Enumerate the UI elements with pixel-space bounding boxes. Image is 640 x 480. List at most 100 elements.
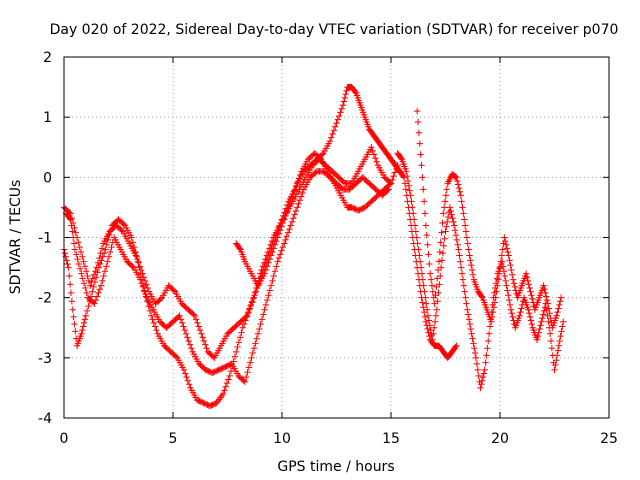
y-axis-title: SDTVAR / TECUs <box>8 180 24 295</box>
data-point <box>439 249 447 257</box>
data-point <box>506 257 513 264</box>
data-point <box>184 334 191 341</box>
data-point <box>434 266 442 274</box>
data-point <box>411 222 419 229</box>
data-point <box>61 249 69 257</box>
data-point <box>440 242 447 250</box>
data-point <box>457 258 464 265</box>
data-point <box>461 216 468 223</box>
data-point <box>478 377 486 384</box>
data-point <box>176 312 183 319</box>
data-point <box>233 348 240 356</box>
data-point <box>506 301 514 309</box>
data-point <box>448 211 455 218</box>
data-point <box>75 260 83 268</box>
data-point <box>540 282 547 289</box>
data-point <box>425 251 432 258</box>
data-point <box>128 234 135 241</box>
data-point <box>239 324 246 331</box>
data-point <box>501 272 508 280</box>
data-point <box>451 222 458 229</box>
data-point <box>95 289 102 297</box>
data-point <box>203 345 210 352</box>
data-point <box>170 287 178 294</box>
data-point <box>452 173 459 180</box>
data-point <box>466 320 474 328</box>
data-point <box>438 257 446 264</box>
x-tick-label: 25 <box>600 431 618 447</box>
data-point <box>441 235 448 242</box>
data-point <box>407 192 414 199</box>
data-point <box>191 312 198 319</box>
data-point <box>456 252 463 259</box>
data-point <box>436 248 444 256</box>
data-point <box>431 300 438 307</box>
data-point <box>85 302 92 310</box>
data-point <box>553 352 561 359</box>
data-point <box>72 229 79 236</box>
data-point <box>80 280 88 287</box>
y-tick-label: -2 <box>38 291 52 307</box>
data-point <box>254 330 262 337</box>
data-point <box>219 390 227 398</box>
data-point <box>92 296 100 304</box>
data-point <box>283 233 290 240</box>
data-point <box>84 272 91 280</box>
data-point <box>504 287 511 294</box>
x-tick-label: 0 <box>60 431 69 447</box>
data-point <box>468 261 475 269</box>
data-point <box>460 282 468 289</box>
data-point <box>151 323 159 330</box>
data-point <box>299 189 306 197</box>
data-point <box>82 312 89 319</box>
data-point <box>223 379 231 387</box>
data-point <box>507 306 515 313</box>
data-point <box>409 204 416 211</box>
data-point <box>280 240 288 247</box>
data-point <box>282 212 289 220</box>
data-point <box>101 267 109 275</box>
data-point <box>490 304 498 311</box>
data-point <box>138 280 145 287</box>
data-point <box>93 293 101 300</box>
data-point <box>89 275 96 282</box>
data-point <box>482 359 489 366</box>
data-point <box>269 277 276 285</box>
data-point <box>69 219 77 227</box>
data-point <box>498 252 505 259</box>
data-point <box>402 186 410 193</box>
data-point <box>339 101 347 109</box>
data-point <box>478 381 485 388</box>
data-point <box>92 267 99 275</box>
data-point <box>188 345 195 352</box>
data-point <box>287 222 294 229</box>
data-point <box>485 337 492 345</box>
data-point <box>180 366 188 374</box>
data-point <box>253 335 260 342</box>
data-point <box>420 304 427 311</box>
data-point <box>410 216 418 223</box>
data-point <box>483 352 490 359</box>
data-point <box>508 310 515 317</box>
data-point <box>437 239 444 246</box>
data-point <box>243 312 251 319</box>
data-point <box>132 252 140 259</box>
data-point <box>412 228 420 235</box>
data-point <box>250 345 258 352</box>
data-point <box>279 243 287 251</box>
data-point <box>417 264 425 271</box>
data-point <box>70 240 78 247</box>
data-point <box>368 144 375 151</box>
data-point <box>474 366 481 374</box>
data-point <box>248 354 255 362</box>
data-point <box>495 270 503 277</box>
data-point <box>544 300 552 307</box>
y-tick-label: 1 <box>43 110 52 126</box>
data-point <box>369 147 376 155</box>
data-point <box>529 295 536 303</box>
data-point <box>429 288 437 295</box>
y-tick-label: -3 <box>38 351 52 367</box>
data-point <box>502 237 509 245</box>
data-point <box>465 316 473 323</box>
data-point <box>426 260 433 268</box>
